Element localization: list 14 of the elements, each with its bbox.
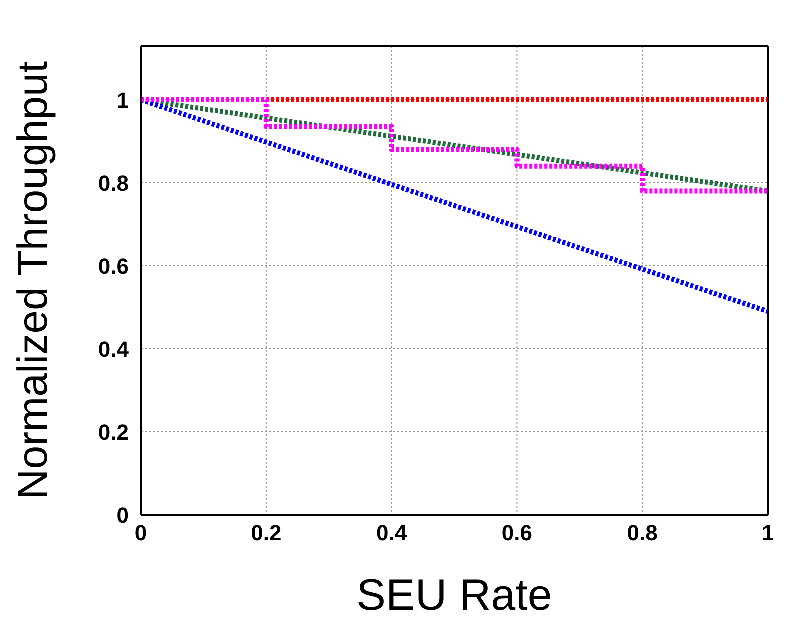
y-tick-label: 0.6	[98, 254, 129, 279]
y-axis-title: Normalized Throughput	[8, 61, 56, 500]
x-tick-label: 0.2	[251, 520, 282, 546]
x-axis-title: SEU Rate	[356, 571, 552, 620]
x-tick-label: 0	[134, 520, 148, 546]
y-tick-label: 0	[116, 502, 129, 528]
y-tick-label: 1	[116, 88, 129, 113]
x-tick-label: 0.8	[627, 520, 658, 546]
y-tick-label: 0.8	[98, 170, 129, 196]
y-tick-label: 0.4	[98, 336, 130, 362]
x-tick-label: 0.6	[502, 520, 532, 546]
x-tick-label: 0.4	[376, 520, 408, 546]
y-tick-label: 0.2	[98, 420, 129, 445]
x-tick-label: 1	[762, 520, 774, 546]
